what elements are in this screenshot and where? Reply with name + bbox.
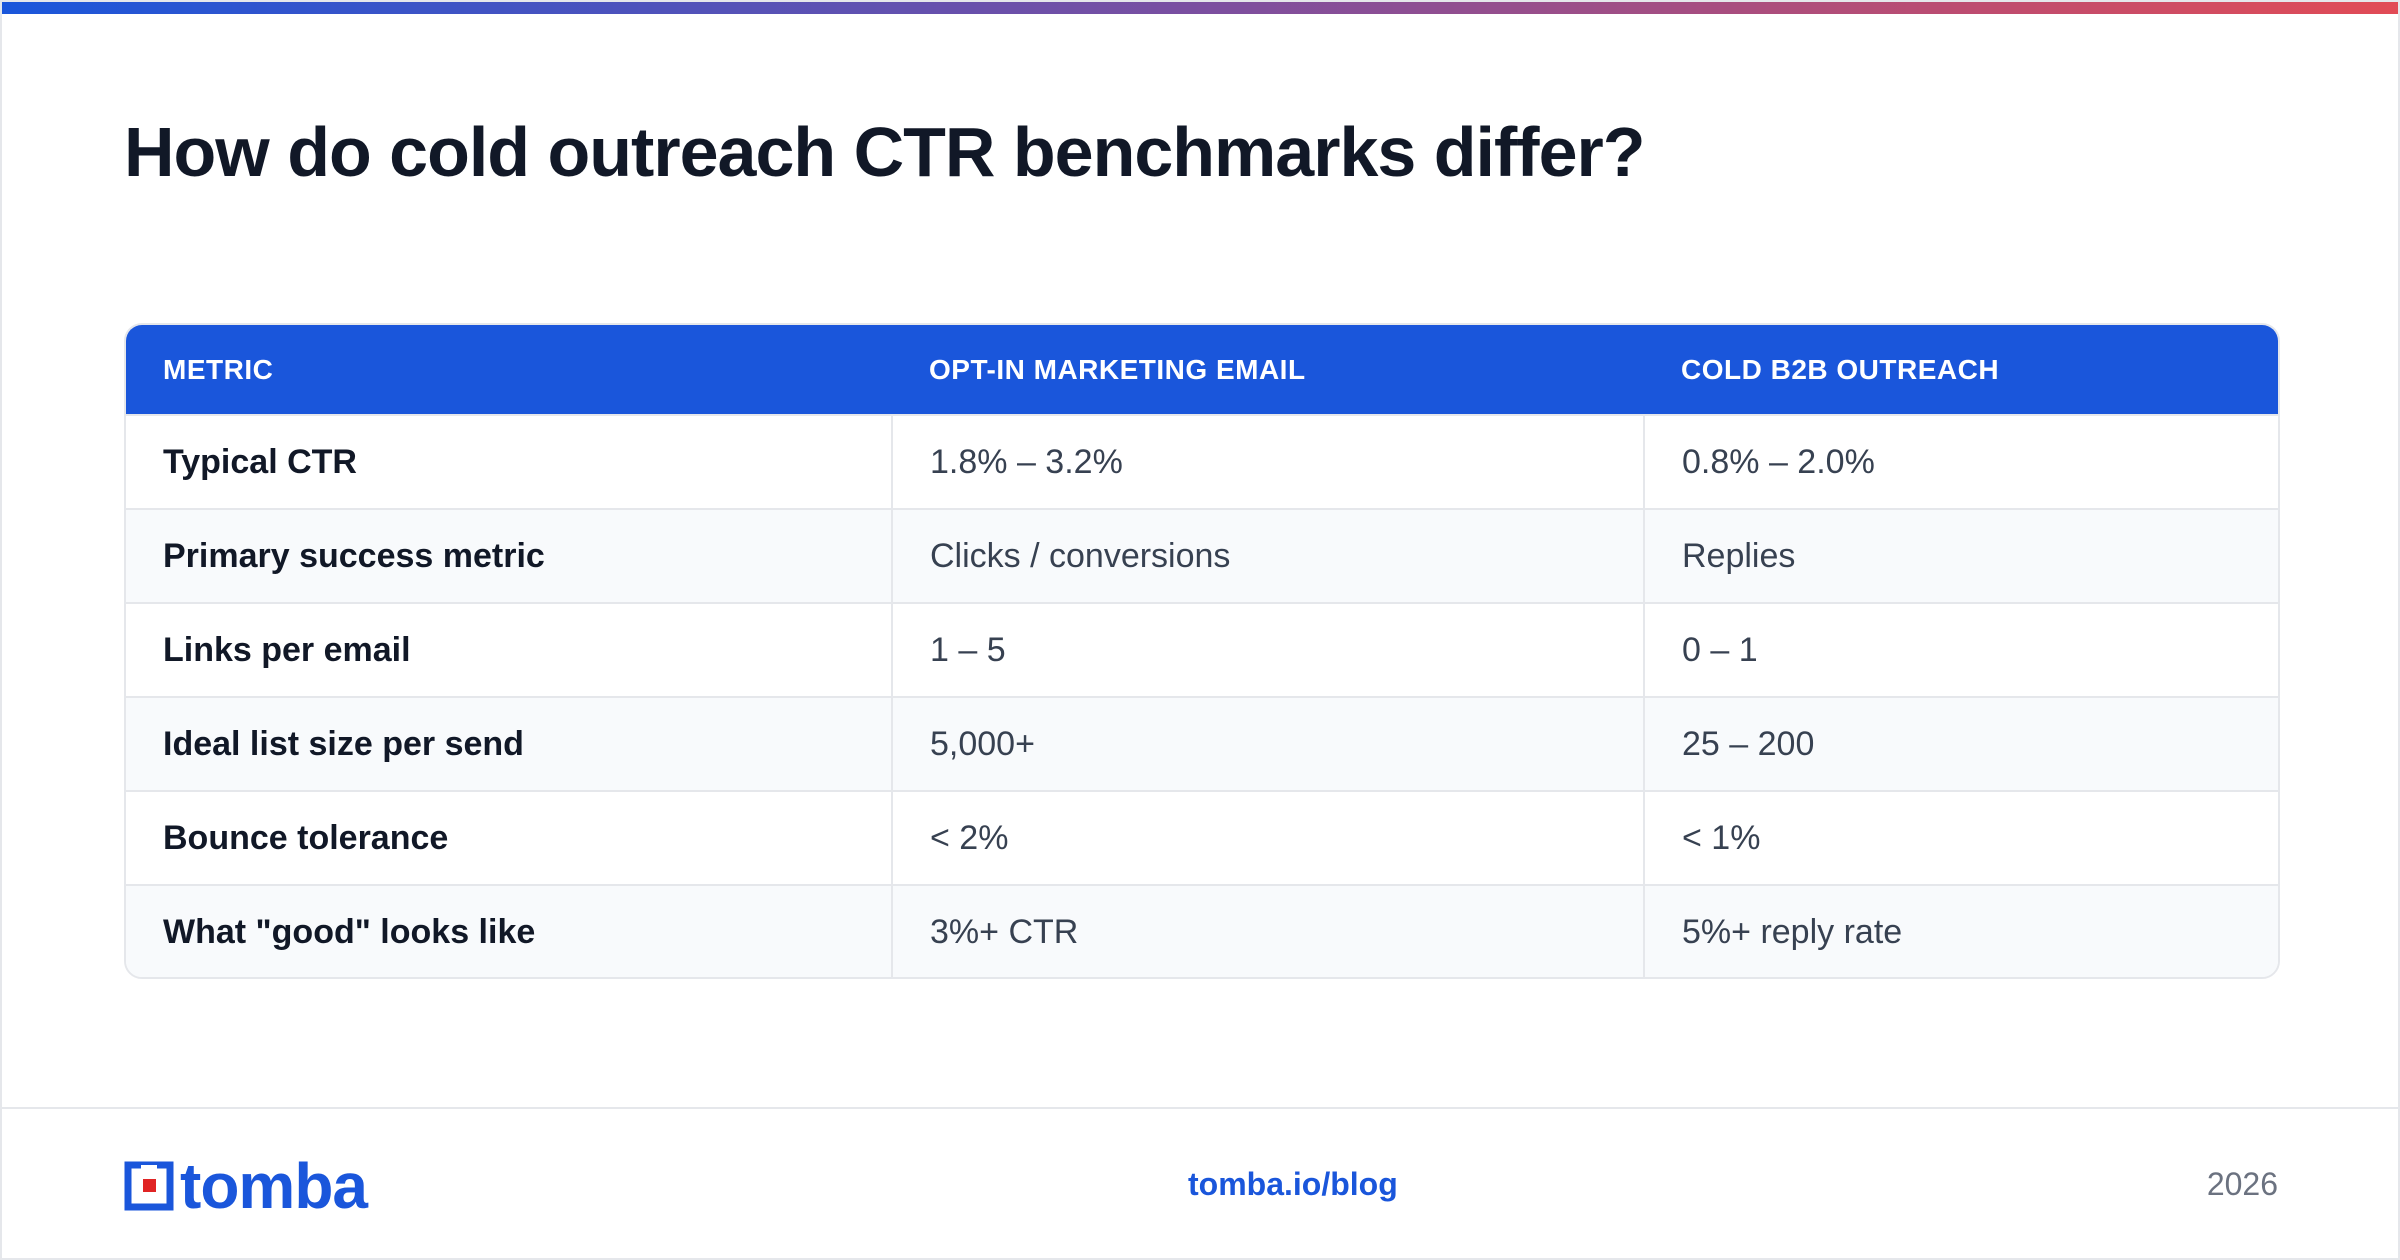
metric-cell: Bounce tolerance: [163, 818, 449, 857]
table-row: What "good" looks like 3%+ CTR 5%+ reply…: [126, 885, 2278, 977]
table-row: Ideal list size per send 5,000+ 25 – 200: [126, 697, 2278, 791]
tomba-logo-icon: [124, 1161, 174, 1211]
opt-in-cell: Clicks / conversions: [891, 509, 1644, 603]
table-header-row: METRIC OPT-IN MARKETING EMAIL COLD B2B O…: [126, 325, 2278, 415]
accent-bar: [2, 2, 2398, 14]
cold-b2b-cell: Replies: [1643, 509, 2278, 603]
opt-in-cell: 5,000+: [891, 697, 1644, 791]
metric-cell: Typical CTR: [163, 442, 357, 481]
header-metric: METRIC: [163, 353, 274, 385]
metric-cell: Links per email: [163, 630, 411, 669]
metric-cell: Ideal list size per send: [163, 724, 524, 763]
metric-cell: Primary success metric: [163, 536, 545, 575]
opt-in-cell: < 2%: [891, 791, 1644, 885]
page-title: How do cold outreach CTR benchmarks diff…: [124, 113, 1646, 191]
logo-wordmark: tomba: [180, 1150, 368, 1222]
table-row: Primary success metric Clicks / conversi…: [126, 509, 2278, 603]
footer-divider: [2, 1107, 2398, 1109]
cold-b2b-cell: 5%+ reply rate: [1643, 885, 2278, 977]
table-row: Bounce tolerance < 2% < 1%: [126, 791, 2278, 885]
table-row: Links per email 1 – 5 0 – 1: [126, 603, 2278, 697]
cold-b2b-cell: 25 – 200: [1643, 697, 2278, 791]
opt-in-cell: 1.8% – 3.2%: [891, 415, 1644, 509]
header-cold-b2b: COLD B2B OUTREACH: [1681, 353, 2000, 385]
metric-cell: What "good" looks like: [163, 913, 536, 951]
cold-b2b-cell: 0 – 1: [1643, 603, 2278, 697]
tomba-logo: tomba: [124, 1150, 368, 1222]
footer-year: 2026: [2206, 1166, 2278, 1202]
blog-link[interactable]: tomba.io/blog: [1188, 1166, 1398, 1202]
benchmark-table: METRIC OPT-IN MARKETING EMAIL COLD B2B O…: [124, 323, 2280, 979]
cold-b2b-cell: 0.8% – 2.0%: [1643, 415, 2278, 509]
cold-b2b-cell: < 1%: [1643, 791, 2278, 885]
opt-in-cell: 1 – 5: [891, 603, 1644, 697]
opt-in-cell: 3%+ CTR: [891, 885, 1644, 977]
table-row: Typical CTR 1.8% – 3.2% 0.8% – 2.0%: [126, 415, 2278, 509]
header-opt-in: OPT-IN MARKETING EMAIL: [929, 353, 1306, 385]
